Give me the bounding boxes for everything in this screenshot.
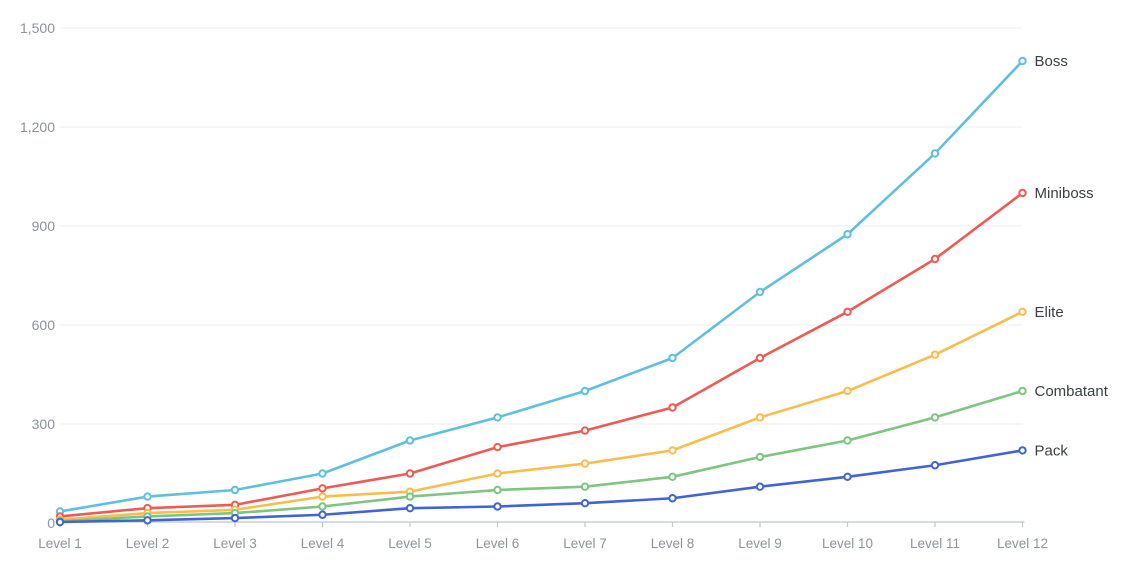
data-point-elite-level-11[interactable] <box>930 350 940 359</box>
data-point-boss-level-8[interactable] <box>668 353 677 363</box>
data-point-boss-level-4[interactable] <box>318 469 327 478</box>
x-axis-tick-label: Level 9 <box>738 536 782 551</box>
data-point-boss-level-5[interactable] <box>405 436 415 445</box>
data-point-elite-level-6[interactable] <box>493 469 502 478</box>
data-point-pack-level-10[interactable] <box>843 472 852 481</box>
series-label-combatant: Combatant <box>1035 383 1109 400</box>
data-point-combatant-level-4[interactable] <box>318 502 327 511</box>
y-axis-tick-label: 1,500 <box>20 20 55 36</box>
data-point-boss-level-2[interactable] <box>143 492 152 501</box>
data-point-boss-level-6[interactable] <box>493 413 502 422</box>
series-line-combatant <box>58 389 1024 523</box>
data-point-pack-level-11[interactable] <box>930 461 940 470</box>
data-point-pack-level-3[interactable] <box>230 513 240 523</box>
data-point-miniboss-level-8[interactable] <box>668 403 677 412</box>
data-point-boss-level-10[interactable] <box>843 230 852 239</box>
data-point-elite-level-9[interactable] <box>755 413 765 422</box>
x-axis-tick-label: Level 11 <box>910 536 960 551</box>
series-line-pack <box>58 449 1024 524</box>
data-point-pack-level-4[interactable] <box>318 510 327 519</box>
y-axis-tick-label: 0 <box>47 515 55 531</box>
data-point-pack-level-7[interactable] <box>580 499 590 508</box>
data-point-combatant-level-6[interactable] <box>493 485 502 495</box>
data-point-combatant-level-12[interactable] <box>1018 386 1027 396</box>
data-point-elite-level-7[interactable] <box>580 459 590 468</box>
data-point-combatant-level-5[interactable] <box>405 492 415 501</box>
data-point-boss-level-7[interactable] <box>580 386 590 396</box>
series-line-elite <box>58 310 1024 522</box>
data-point-elite-level-4[interactable] <box>318 492 327 501</box>
x-axis-tick-label: Level 10 <box>822 536 873 551</box>
x-axis-tick-label: Level 12 <box>997 536 1048 551</box>
data-point-pack-level-6[interactable] <box>493 502 502 511</box>
series-label-miniboss: Miniboss <box>1035 185 1094 202</box>
data-point-combatant-level-11[interactable] <box>930 413 940 422</box>
data-point-combatant-level-9[interactable] <box>755 452 765 462</box>
data-point-combatant-level-8[interactable] <box>668 472 677 481</box>
y-axis-tick-label: 600 <box>32 317 56 333</box>
data-point-pack-level-2[interactable] <box>143 516 152 525</box>
x-axis-tick-label: Level 8 <box>651 536 695 551</box>
x-axis-tick-label: Level 3 <box>213 536 257 551</box>
x-axis-tick-label: Level 6 <box>476 536 520 551</box>
data-point-boss-level-3[interactable] <box>230 485 240 495</box>
series-label-boss: Boss <box>1035 53 1068 70</box>
y-axis-tick-label: 300 <box>32 416 56 432</box>
x-axis-tick-label: Level 2 <box>126 536 170 551</box>
data-point-elite-level-10[interactable] <box>843 386 852 396</box>
data-point-combatant-level-10[interactable] <box>843 436 852 445</box>
data-point-pack-level-12[interactable] <box>1018 446 1027 455</box>
data-point-boss-level-11[interactable] <box>930 149 940 158</box>
data-point-miniboss-level-4[interactable] <box>318 484 327 493</box>
data-point-boss-level-12[interactable] <box>1018 56 1027 66</box>
data-point-miniboss-level-5[interactable] <box>405 469 415 478</box>
data-point-pack-level-1[interactable] <box>55 517 65 527</box>
x-axis-tick-label: Level 7 <box>563 536 607 551</box>
series-label-elite: Elite <box>1035 304 1064 321</box>
data-point-boss-level-9[interactable] <box>755 287 765 297</box>
data-point-pack-level-8[interactable] <box>668 494 677 503</box>
data-point-miniboss-level-7[interactable] <box>580 426 590 435</box>
series-line-boss <box>58 59 1024 513</box>
x-axis-tick-label: Level 1 <box>38 536 82 551</box>
series-line-miniboss <box>58 191 1024 518</box>
data-point-miniboss-level-12[interactable] <box>1018 188 1027 198</box>
data-point-pack-level-9[interactable] <box>755 482 765 491</box>
data-point-pack-level-5[interactable] <box>405 503 415 513</box>
data-point-miniboss-level-6[interactable] <box>493 442 502 452</box>
data-point-miniboss-level-10[interactable] <box>843 307 852 316</box>
data-point-elite-level-12[interactable] <box>1018 307 1027 316</box>
data-point-elite-level-8[interactable] <box>668 446 677 455</box>
x-axis-tick-label: Level 5 <box>388 536 432 551</box>
y-axis-tick-label: 900 <box>32 218 56 234</box>
y-axis-tick-label: 1,200 <box>20 119 55 135</box>
data-point-miniboss-level-9[interactable] <box>755 353 765 363</box>
series-label-pack: Pack <box>1035 442 1069 459</box>
data-point-combatant-level-7[interactable] <box>580 482 590 491</box>
data-point-miniboss-level-11[interactable] <box>930 254 940 264</box>
x-axis-tick-label: Level 4 <box>301 536 345 551</box>
